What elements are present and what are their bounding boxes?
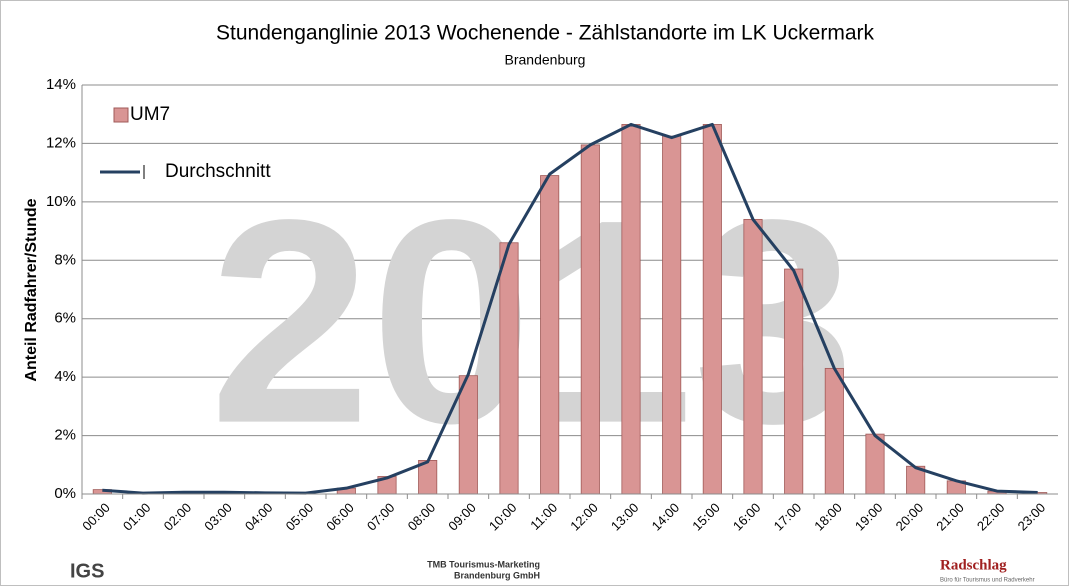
y-tick-label: 10% (46, 193, 76, 210)
bar (580, 144, 600, 495)
y-tick-label: 0% (54, 485, 76, 502)
y-tick-label: 4% (54, 368, 76, 385)
bar (499, 242, 519, 495)
legend-swatch (113, 107, 129, 123)
chart-subtitle: Brandenburg (505, 52, 586, 68)
bar (540, 175, 560, 495)
bar (458, 375, 478, 495)
footer-logo: Brandenburg GmbH (454, 570, 540, 580)
bar (865, 433, 885, 495)
y-tick-label: 8% (54, 251, 76, 268)
bar (784, 268, 804, 495)
bar (743, 218, 763, 495)
bar (824, 367, 844, 495)
footer-logo: IGS (70, 560, 104, 582)
line (102, 122, 1038, 495)
bar (662, 135, 682, 495)
y-tick-label: 14% (46, 76, 76, 93)
y-tick-label: 12% (46, 134, 76, 151)
legend-label: Durchschnitt (165, 161, 271, 182)
bar (621, 124, 641, 495)
legend-label: UM7 (130, 104, 170, 125)
bar (702, 124, 722, 495)
chart-title: Stundenganglinie 2013 Wochenende - Zähls… (216, 22, 874, 45)
footer-logo: Radschlag (940, 557, 1007, 573)
y-axis-label: Anteil Radfahrer/Stunde (23, 198, 40, 381)
y-tick-label: 2% (54, 427, 76, 444)
y-tick-label: 6% (54, 310, 76, 327)
footer: IGS TMB Tourismus-Marketing Brandenburg … (70, 557, 1035, 583)
footer-logo: TMB Tourismus-Marketing (427, 559, 540, 569)
footer-logo: Büro für Tourismus und Radverkehr (940, 578, 1035, 584)
